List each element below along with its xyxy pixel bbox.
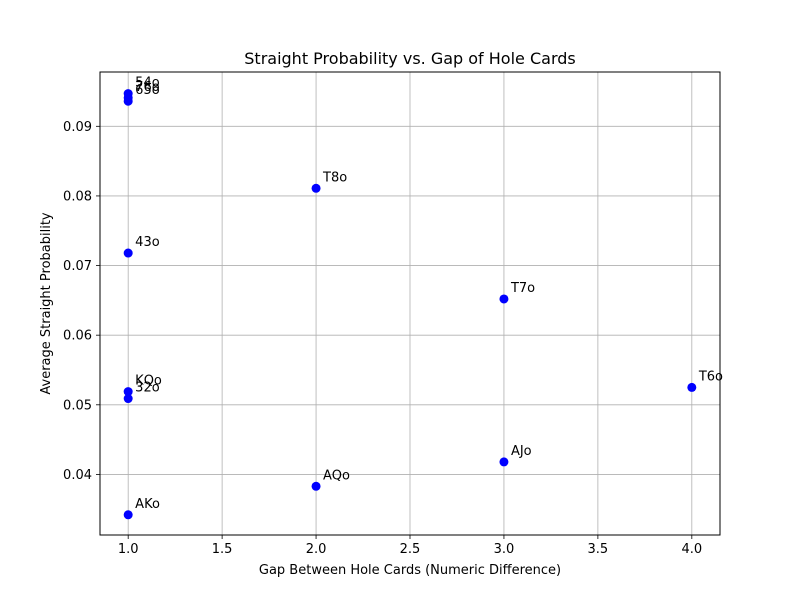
point-label: KQo <box>135 374 162 389</box>
y-axis-label: Average Straight Probability <box>39 212 54 395</box>
y-tick-label: 0.07 <box>63 259 92 274</box>
x-tick-label: 4.0 <box>681 542 702 557</box>
point-label: T8o <box>322 170 347 185</box>
point-label: T6o <box>698 369 723 384</box>
data-point <box>311 183 321 193</box>
y-tick-label: 0.06 <box>63 329 92 344</box>
grid <box>100 72 720 535</box>
data-point <box>687 382 697 392</box>
point-label: AKo <box>135 497 160 512</box>
point-label: 54o <box>135 76 160 91</box>
x-tick-label: 1.5 <box>212 542 233 557</box>
data-point <box>123 510 133 520</box>
point-label: 76o <box>135 80 160 95</box>
data-points <box>123 89 697 520</box>
y-axis-ticks: 0.04 0.05 0.06 0.07 0.08 0.09 <box>63 120 100 483</box>
point-label: 32o <box>135 381 160 396</box>
y-tick-label: 0.08 <box>63 189 92 204</box>
point-label: 43o <box>135 235 160 250</box>
x-tick-label: 3.0 <box>494 542 515 557</box>
data-point <box>123 394 133 404</box>
data-point <box>123 387 133 397</box>
data-point <box>123 248 133 258</box>
x-axis-ticks: 1.0 1.5 2.0 2.5 3.0 3.5 4.0 <box>118 535 702 557</box>
x-axis-label: Gap Between Hole Cards (Numeric Differen… <box>259 563 561 578</box>
data-point <box>499 457 509 467</box>
point-label: T7o <box>510 281 535 296</box>
point-label: AJo <box>511 444 532 459</box>
point-label: 65o <box>135 83 160 98</box>
y-tick-label: 0.09 <box>63 120 92 135</box>
data-point <box>311 481 321 491</box>
chart-title: Straight Probability vs. Gap of Hole Car… <box>244 49 575 68</box>
x-tick-label: 2.0 <box>306 542 327 557</box>
x-tick-label: 3.5 <box>588 542 609 557</box>
data-point <box>499 294 509 304</box>
point-label: AQo <box>323 468 350 483</box>
data-point <box>123 96 133 106</box>
y-tick-label: 0.04 <box>63 468 92 483</box>
x-tick-label: 2.5 <box>400 542 421 557</box>
x-tick-label: 1.0 <box>118 542 139 557</box>
y-tick-label: 0.05 <box>63 398 92 413</box>
